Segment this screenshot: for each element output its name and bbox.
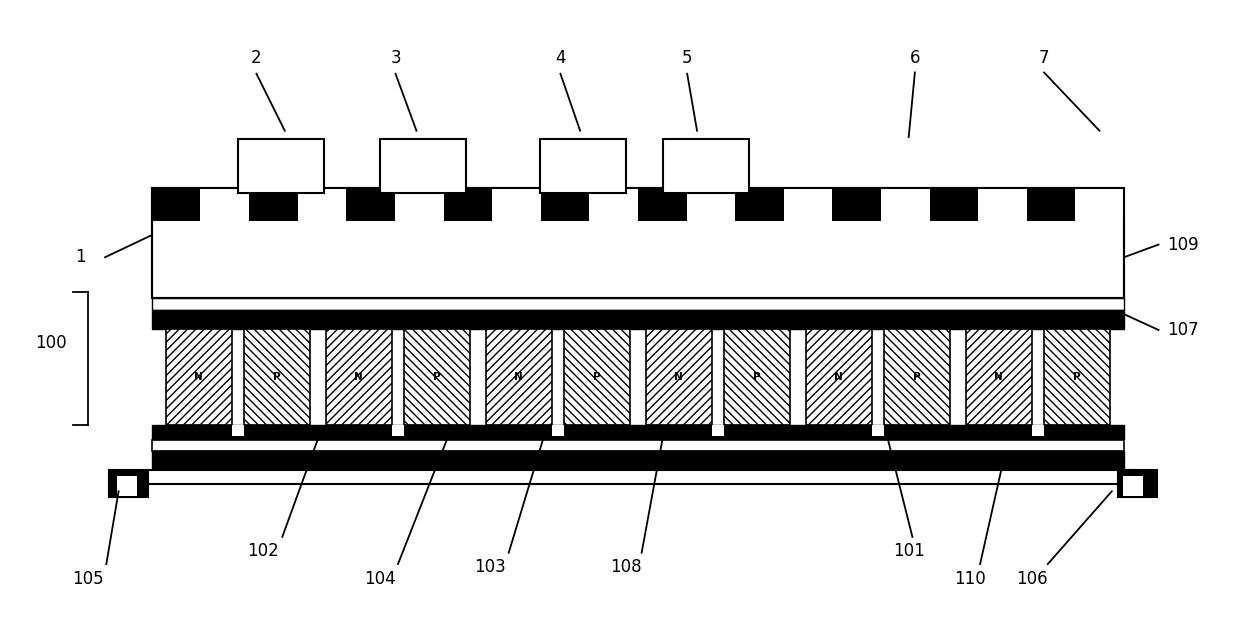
Bar bbox=[326, 329, 392, 425]
Bar bbox=[492, 188, 540, 221]
Bar bbox=[1044, 329, 1110, 425]
Bar bbox=[201, 188, 249, 221]
Bar bbox=[881, 188, 929, 221]
Bar bbox=[979, 188, 1027, 221]
Text: 3: 3 bbox=[390, 49, 401, 67]
Bar bbox=[152, 425, 1124, 439]
Bar bbox=[379, 139, 466, 193]
Bar bbox=[1032, 425, 1044, 437]
Bar bbox=[152, 298, 1124, 310]
Bar bbox=[638, 188, 686, 221]
Text: 6: 6 bbox=[909, 49, 921, 67]
Bar bbox=[152, 188, 201, 221]
Bar bbox=[725, 329, 790, 425]
Bar bbox=[118, 476, 138, 495]
Bar bbox=[395, 188, 444, 221]
Bar bbox=[244, 329, 310, 425]
Text: 101: 101 bbox=[893, 542, 924, 560]
Text: 107: 107 bbox=[1167, 321, 1199, 339]
Bar bbox=[805, 329, 871, 425]
Bar bbox=[152, 188, 1124, 298]
Bar bbox=[539, 139, 626, 193]
Text: P: P bbox=[753, 372, 761, 382]
Bar bbox=[1118, 470, 1157, 497]
Text: 108: 108 bbox=[610, 558, 642, 576]
Text: 110: 110 bbox=[954, 570, 986, 588]
Bar bbox=[152, 310, 1124, 329]
Bar bbox=[392, 425, 404, 437]
Text: P: P bbox=[913, 372, 921, 382]
Bar bbox=[1027, 188, 1075, 221]
Bar bbox=[711, 425, 725, 437]
Bar bbox=[735, 188, 784, 221]
Text: 106: 106 bbox=[1016, 570, 1048, 588]
Text: N: N bbox=[674, 372, 683, 382]
Bar bbox=[238, 139, 325, 193]
Bar bbox=[833, 188, 881, 221]
Text: N: N bbox=[514, 372, 523, 382]
Bar bbox=[152, 451, 1124, 470]
Text: N: N bbox=[195, 372, 203, 382]
Bar bbox=[551, 425, 565, 437]
Text: P: P bbox=[434, 372, 441, 382]
Text: 103: 103 bbox=[475, 558, 507, 576]
Text: 102: 102 bbox=[247, 542, 279, 560]
Text: 5: 5 bbox=[681, 49, 693, 67]
Bar bbox=[784, 188, 833, 221]
Bar bbox=[590, 188, 638, 221]
Bar bbox=[249, 188, 297, 221]
Text: 100: 100 bbox=[35, 334, 67, 352]
Text: N: N bbox=[995, 372, 1004, 382]
Text: N: N bbox=[834, 372, 843, 382]
Text: 4: 4 bbox=[555, 49, 566, 67]
Text: 105: 105 bbox=[72, 570, 104, 588]
Bar bbox=[966, 329, 1032, 425]
Bar bbox=[297, 188, 346, 221]
Bar bbox=[486, 329, 551, 425]
Bar bbox=[152, 188, 1124, 298]
Bar bbox=[929, 188, 979, 221]
Text: 1: 1 bbox=[76, 248, 85, 266]
Bar bbox=[1075, 188, 1124, 221]
Bar bbox=[142, 470, 1134, 485]
Bar bbox=[663, 139, 748, 193]
Text: P: P bbox=[593, 372, 601, 382]
Bar bbox=[109, 470, 149, 497]
Text: N: N bbox=[354, 372, 363, 382]
Bar bbox=[404, 329, 470, 425]
Bar bbox=[540, 188, 590, 221]
Text: 109: 109 bbox=[1167, 236, 1199, 254]
Bar bbox=[444, 188, 492, 221]
Bar bbox=[1123, 476, 1142, 495]
Text: P: P bbox=[1073, 372, 1080, 382]
Bar bbox=[166, 329, 232, 425]
Bar bbox=[871, 425, 885, 437]
Bar bbox=[686, 188, 735, 221]
Text: 7: 7 bbox=[1038, 49, 1049, 67]
Text: 104: 104 bbox=[364, 570, 395, 588]
Bar bbox=[565, 329, 629, 425]
Bar bbox=[152, 440, 1124, 451]
Bar bbox=[232, 425, 244, 437]
Text: P: P bbox=[274, 372, 281, 382]
Bar bbox=[885, 329, 950, 425]
Text: 2: 2 bbox=[252, 49, 261, 67]
Bar bbox=[646, 329, 711, 425]
Bar bbox=[346, 188, 395, 221]
